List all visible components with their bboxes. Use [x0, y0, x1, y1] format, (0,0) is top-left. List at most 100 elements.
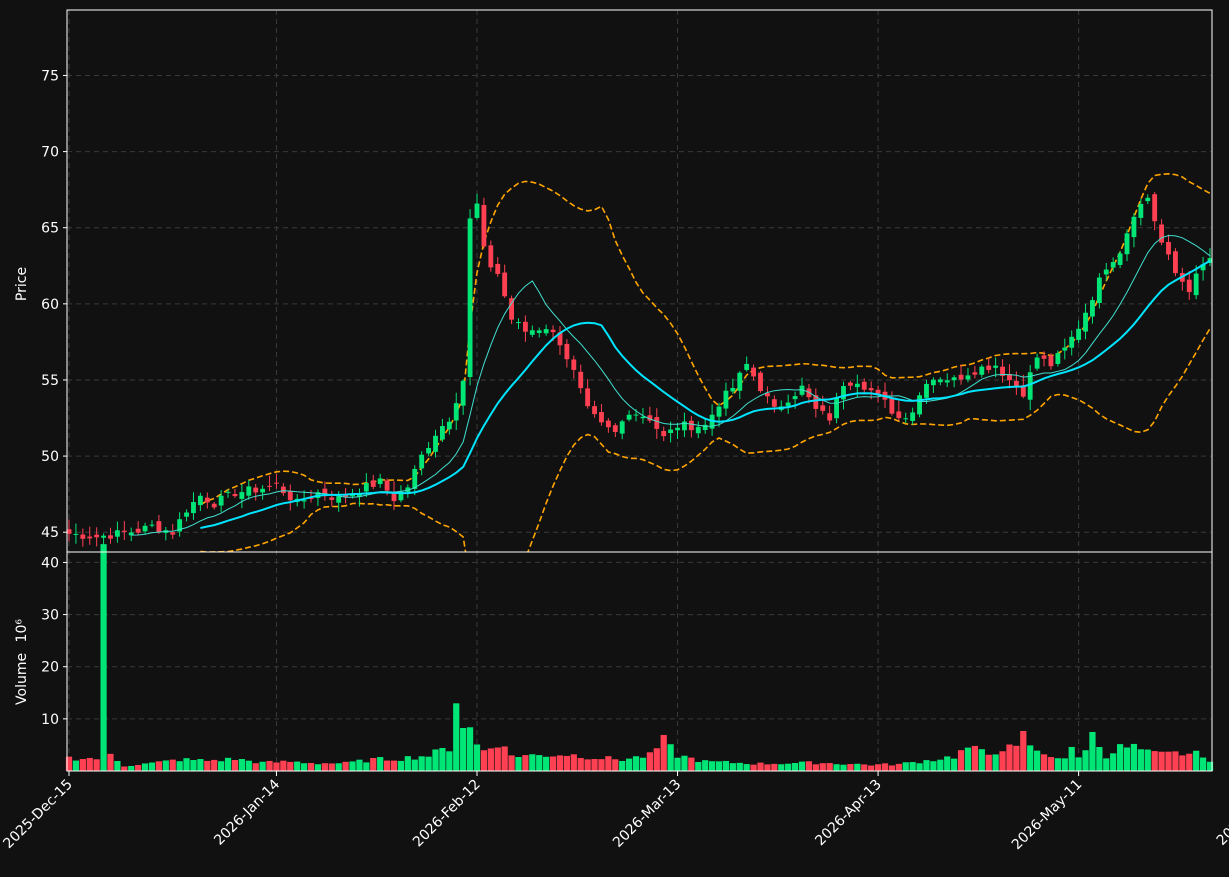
- volume-bar: [764, 764, 771, 771]
- volume-bar: [743, 764, 750, 771]
- candle-body: [439, 426, 445, 440]
- volume-bar: [778, 764, 785, 771]
- volume-bar: [785, 763, 792, 771]
- bollinger-bands: [200, 172, 1211, 552]
- candle-body: [868, 388, 874, 391]
- candle-body: [225, 491, 231, 493]
- candle-body: [972, 372, 978, 375]
- candle-body: [592, 406, 597, 415]
- volume-bar: [390, 760, 398, 771]
- candle-body: [813, 395, 819, 409]
- candle-body: [1138, 203, 1144, 218]
- volume-bar: [1034, 750, 1041, 771]
- candle-body: [702, 424, 708, 431]
- candle-body: [1145, 197, 1151, 202]
- volume-bar: [819, 763, 826, 771]
- candle-body: [197, 495, 203, 506]
- candle-body: [274, 482, 279, 484]
- volume-bar: [688, 757, 695, 771]
- candle-body: [571, 359, 577, 370]
- candle-body: [232, 493, 238, 497]
- volume-bar: [515, 756, 522, 771]
- candle-body: [336, 496, 342, 503]
- candle-body: [903, 418, 909, 420]
- volume-bar: [874, 764, 882, 771]
- candle-body: [958, 374, 964, 380]
- sma-slow-line: [200, 260, 1211, 529]
- volume-bar: [301, 763, 308, 771]
- volume-bar: [923, 760, 930, 771]
- volume-bar: [370, 758, 377, 771]
- candle-body: [675, 427, 680, 431]
- volume-bar: [1047, 757, 1055, 771]
- volume-bar: [930, 761, 937, 771]
- volume-bar: [598, 759, 605, 771]
- price-tick-label: 75: [41, 68, 59, 84]
- candle-body: [1166, 241, 1171, 255]
- volume-bar: [100, 544, 107, 771]
- candle-body: [564, 343, 570, 360]
- volume-bar: [660, 734, 667, 771]
- volume-panel-frame: [66, 551, 1213, 772]
- volume-bar: [1027, 745, 1034, 771]
- volume-bar: [487, 748, 494, 771]
- volume-bar: [563, 755, 571, 771]
- candle-body: [1193, 273, 1199, 296]
- candle-body: [142, 525, 148, 532]
- candle-body: [896, 411, 902, 419]
- volume-bar: [294, 761, 301, 771]
- candle-body: [1062, 347, 1068, 351]
- candle-body: [1152, 194, 1158, 222]
- grid-lines: [67, 10, 1212, 771]
- volume-bar: [1006, 744, 1013, 771]
- volume-bar: [328, 763, 335, 771]
- candle-body: [986, 365, 992, 371]
- candle-body: [716, 406, 722, 417]
- volume-bar: [1020, 730, 1027, 771]
- candle-body: [924, 383, 929, 398]
- price-tick-label: 70: [41, 145, 59, 161]
- candle-body: [951, 377, 957, 381]
- candle-body: [377, 478, 383, 484]
- volume-bar: [702, 760, 709, 771]
- volume-bar: [1186, 753, 1193, 771]
- volume-bar: [771, 763, 778, 771]
- price-tick-label: 60: [41, 297, 59, 313]
- volume-bar: [501, 746, 508, 771]
- candle-body: [695, 426, 701, 434]
- volume-bar: [135, 765, 142, 771]
- volume-bar: [439, 748, 446, 771]
- volume-bar: [356, 759, 363, 771]
- candle-body: [875, 389, 881, 394]
- price-tick-label: 55: [41, 373, 59, 389]
- volume-bar: [1089, 731, 1096, 771]
- volume-bar: [529, 754, 536, 771]
- volume-bar: [757, 762, 764, 771]
- candle-body: [384, 480, 390, 491]
- volume-bar: [204, 760, 211, 771]
- candle-body: [827, 413, 833, 421]
- candle-body: [1048, 355, 1054, 367]
- volume-tick-label: 10: [41, 712, 59, 728]
- candle-body: [737, 372, 743, 391]
- volume-bar: [1075, 757, 1082, 771]
- candle-body: [1110, 262, 1116, 268]
- volume-bar: [1061, 758, 1068, 771]
- volume-bar: [639, 757, 647, 771]
- candle-body: [495, 263, 501, 274]
- volume-bar: [141, 763, 149, 771]
- candle-body: [1131, 216, 1137, 238]
- price-tick-label: 50: [41, 449, 59, 465]
- volume-bar: [847, 764, 854, 771]
- volume-bar: [245, 760, 252, 771]
- candle-body: [647, 415, 653, 421]
- volume-axis-exponent: 10⁶: [14, 619, 30, 643]
- candle-body: [633, 414, 639, 416]
- candle-body: [149, 524, 155, 526]
- volume-bar: [453, 703, 460, 771]
- volume-bar: [999, 751, 1006, 771]
- candle-body: [260, 488, 266, 493]
- volume-bar: [964, 747, 972, 771]
- volume-tick-label: 40: [41, 555, 59, 571]
